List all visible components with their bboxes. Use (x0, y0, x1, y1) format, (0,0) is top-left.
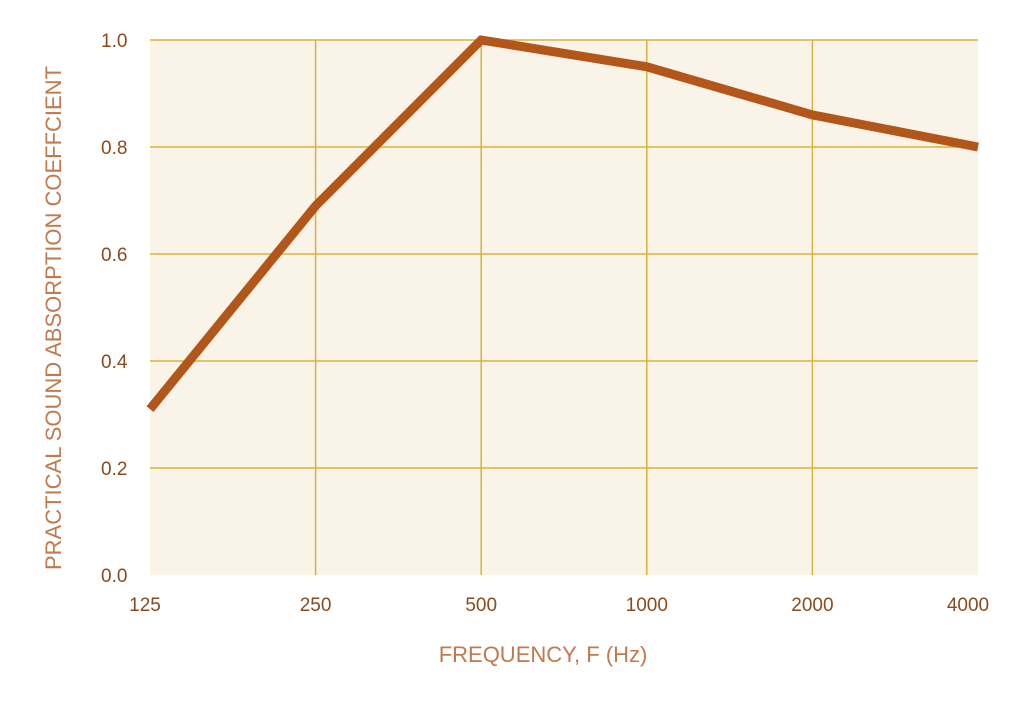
y-tick-label: 1.0 (101, 31, 127, 52)
y-tick-label: 0.2 (101, 459, 127, 480)
y-tick-label: 0.0 (101, 566, 127, 587)
y-tick-label: 0.4 (101, 352, 128, 373)
plot-background (150, 40, 978, 575)
y-tick-labels: 0.0 0.2 0.4 0.6 0.8 1.0 (101, 31, 128, 587)
y-tick-label: 0.8 (101, 138, 127, 159)
x-axis-title: FREQUENCY, F (Hz) (439, 642, 648, 667)
y-axis-title: PRACTICAL SOUND ABSORPTION COEFFCIENT (41, 66, 66, 570)
x-tick-label: 4000 (947, 595, 989, 616)
grid-lines (150, 39, 978, 575)
series-layer (146, 35, 979, 412)
x-tick-label: 2000 (791, 595, 833, 616)
x-tick-label: 125 (129, 595, 161, 616)
x-tick-label: 250 (300, 595, 332, 616)
series-line-0 (146, 35, 979, 412)
y-tick-label: 0.6 (101, 245, 127, 266)
x-tick-labels: 125 250 500 1000 2000 4000 (129, 595, 989, 616)
x-tick-label: 1000 (626, 595, 668, 616)
x-tick-label: 500 (465, 595, 497, 616)
